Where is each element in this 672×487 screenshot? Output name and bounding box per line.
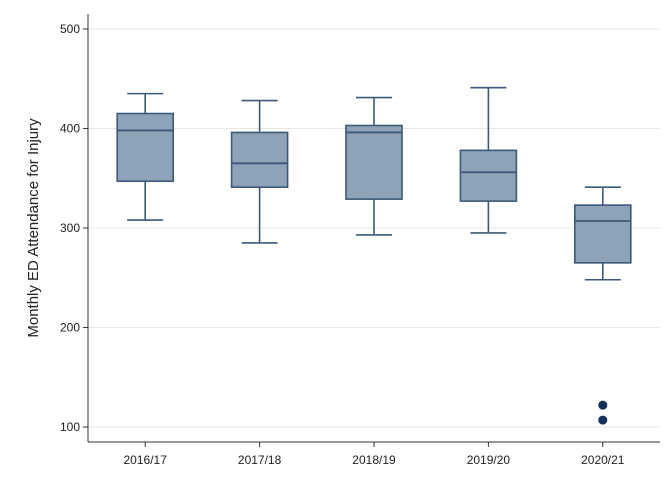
box-2017/18 bbox=[230, 99, 289, 244]
iqr-box bbox=[459, 149, 518, 202]
y-ticks: 100 200 300 400 500 bbox=[60, 22, 88, 434]
outlier-point-0 bbox=[598, 400, 608, 410]
outlier-point-1 bbox=[598, 415, 608, 425]
box-2019/20 bbox=[459, 86, 518, 234]
box-2020/21 bbox=[573, 186, 632, 425]
x-tick-label-2018/19: 2018/19 bbox=[352, 453, 396, 467]
x-tick-label-2016/17: 2016/17 bbox=[124, 453, 168, 467]
x-tick-label-2017/18: 2017/18 bbox=[238, 453, 282, 467]
iqr-box bbox=[116, 112, 174, 183]
x-tick-label-2020/21: 2020/21 bbox=[581, 453, 625, 467]
iqr-box bbox=[230, 131, 289, 188]
y-tick-label-100: 100 bbox=[60, 420, 80, 434]
y-tick-label-500: 500 bbox=[60, 22, 80, 36]
box-2018/19 bbox=[345, 96, 403, 236]
x-tick-label-2019/20: 2019/20 bbox=[467, 453, 511, 467]
x-ticks: 2016/17 2017/18 2018/19 2019/20 2020/21 bbox=[124, 442, 625, 467]
y-axis-title: Monthly ED Attendance for Injury bbox=[25, 118, 42, 338]
iqr-box bbox=[345, 124, 403, 200]
box-2016/17 bbox=[116, 92, 174, 221]
iqr-box bbox=[573, 204, 632, 264]
y-tick-label-200: 200 bbox=[60, 321, 80, 335]
y-tick-label-300: 300 bbox=[60, 221, 80, 235]
boxes bbox=[116, 86, 632, 425]
y-tick-label-400: 400 bbox=[60, 121, 80, 135]
